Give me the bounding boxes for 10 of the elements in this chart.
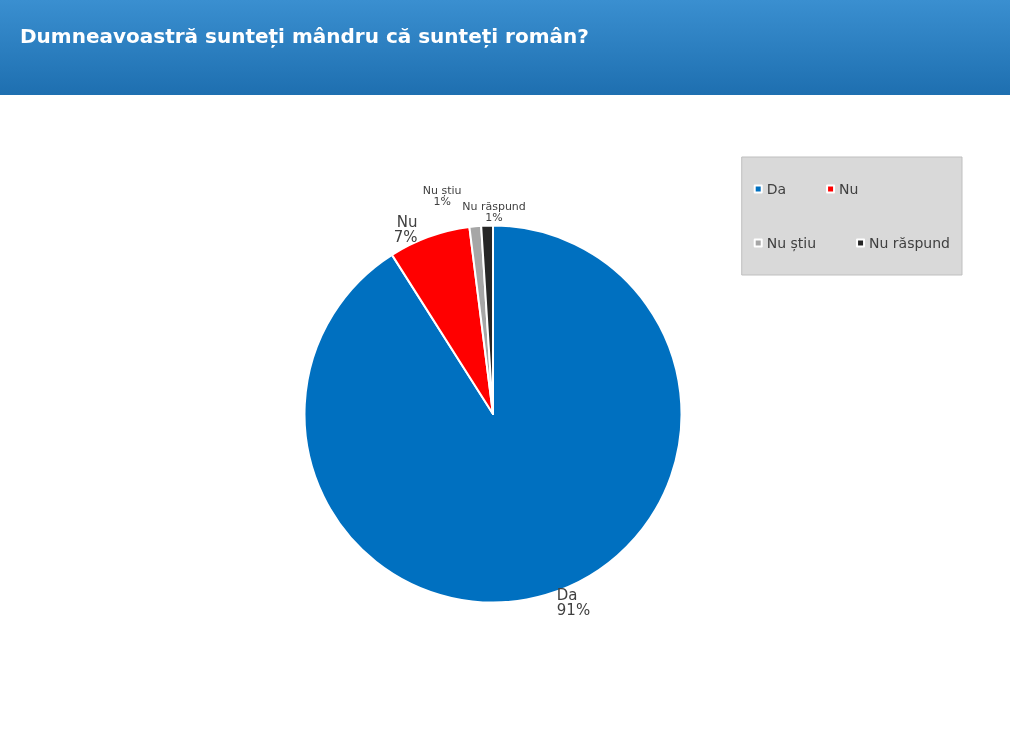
legend-label: Da xyxy=(766,181,787,197)
legend-label: Nu răspund xyxy=(869,235,951,251)
legend-label: Nu știu xyxy=(766,235,817,252)
slice-label: Nu știu xyxy=(422,184,462,198)
data-label: 1% xyxy=(433,195,451,209)
slice-label: Nu răspund xyxy=(462,199,526,213)
data-label: 91% xyxy=(556,601,591,620)
data-label: 1% xyxy=(485,210,503,224)
chart-title: Dumneavoastră sunteți mândru că sunteți român? xyxy=(20,24,589,48)
legend-label: Nu xyxy=(839,181,859,197)
